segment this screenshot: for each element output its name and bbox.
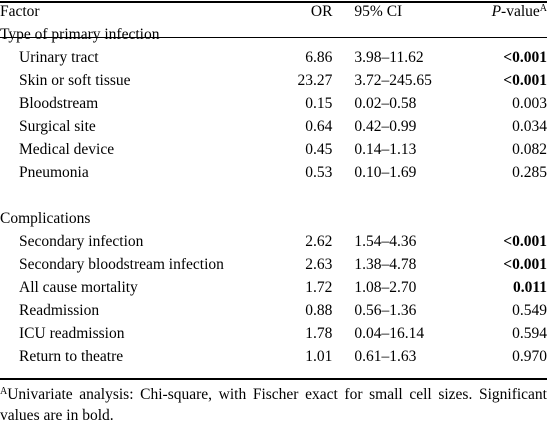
row-or: 1.78 bbox=[305, 325, 333, 342]
section-gap bbox=[0, 184, 547, 207]
section-title: Complications bbox=[0, 210, 91, 227]
header-p-value: P-valueA bbox=[465, 0, 547, 23]
row-or: 0.45 bbox=[305, 141, 333, 158]
footnote-sup: A bbox=[0, 386, 8, 397]
row-p-value: 0.034 bbox=[512, 118, 547, 135]
row-p-value: <0.001 bbox=[503, 49, 547, 66]
table-row: Medical device 0.45 0.14–1.13 0.082 bbox=[0, 138, 547, 161]
header-p-sup: A bbox=[539, 3, 547, 14]
row-p-value: 0.594 bbox=[512, 325, 547, 342]
row-p-value: 0.082 bbox=[512, 141, 547, 158]
header-or: OR bbox=[310, 3, 333, 20]
table-header-row: Factor OR 95% CI P-valueA bbox=[0, 0, 547, 23]
table-row: Urinary tract 6.86 3.98–11.62 <0.001 bbox=[0, 46, 547, 69]
row-factor: Readmission bbox=[19, 302, 100, 319]
row-or: 23.27 bbox=[297, 72, 333, 89]
table-row: Pneumonia 0.53 0.10–1.69 0.285 bbox=[0, 161, 547, 184]
row-ci: 1.54–4.36 bbox=[354, 233, 417, 250]
row-ci: 0.42–0.99 bbox=[354, 118, 417, 135]
row-ci: 0.14–1.13 bbox=[354, 141, 417, 158]
table-row: ICU readmission 1.78 0.04–16.14 0.594 bbox=[0, 322, 547, 345]
row-factor: All cause mortality bbox=[19, 279, 138, 296]
row-ci: 0.02–0.58 bbox=[354, 95, 417, 112]
header-rule bbox=[0, 37, 547, 38]
row-factor: Return to theatre bbox=[19, 348, 124, 365]
header-p-suffix: -value bbox=[501, 3, 540, 20]
row-or: 0.53 bbox=[305, 164, 333, 181]
row-ci: 0.10–1.69 bbox=[354, 164, 417, 181]
row-ci: 3.72–245.65 bbox=[354, 72, 432, 89]
row-p-value: 0.549 bbox=[512, 302, 547, 319]
row-ci: 1.38–4.78 bbox=[354, 256, 417, 273]
row-factor: Secondary bloodstream infection bbox=[19, 256, 224, 273]
header-ci: 95% CI bbox=[354, 3, 403, 20]
row-p-value: <0.001 bbox=[503, 233, 547, 250]
row-or: 1.01 bbox=[305, 348, 333, 365]
row-factor: Medical device bbox=[19, 141, 115, 158]
table-row: All cause mortality 1.72 1.08–2.70 0.011 bbox=[0, 276, 547, 299]
section-header-row: Complications bbox=[0, 207, 547, 230]
row-p-value: <0.001 bbox=[503, 72, 547, 89]
row-or: 1.72 bbox=[305, 279, 333, 296]
row-ci: 0.56–1.36 bbox=[354, 302, 417, 319]
section-header-row: Type of primary infection bbox=[0, 23, 547, 46]
row-p-value: <0.001 bbox=[503, 256, 547, 273]
table-row: Readmission 0.88 0.56–1.36 0.549 bbox=[0, 299, 547, 322]
row-factor: ICU readmission bbox=[19, 325, 125, 342]
bottom-rule bbox=[0, 378, 547, 380]
section-title: Type of primary infection bbox=[0, 26, 160, 43]
table-row: Bloodstream 0.15 0.02–0.58 0.003 bbox=[0, 92, 547, 115]
results-table: Factor OR 95% CI P-valueA Type of primar… bbox=[0, 0, 547, 368]
row-p-value: 0.285 bbox=[512, 164, 547, 181]
row-or: 2.62 bbox=[305, 233, 333, 250]
table-row: Surgical site 0.64 0.42–0.99 0.034 bbox=[0, 115, 547, 138]
row-or: 0.64 bbox=[305, 118, 333, 135]
row-ci: 3.98–11.62 bbox=[354, 49, 424, 66]
row-p-value: 0.003 bbox=[512, 95, 547, 112]
table-row: Secondary infection 2.62 1.54–4.36 <0.001 bbox=[0, 230, 547, 253]
header-factor: Factor bbox=[0, 3, 40, 20]
row-or: 0.88 bbox=[305, 302, 333, 319]
row-factor: Surgical site bbox=[19, 118, 96, 135]
row-ci: 0.04–16.14 bbox=[354, 325, 425, 342]
table-footnote: AUnivariate analysis: Chi-square, with F… bbox=[0, 384, 547, 426]
table-row: Skin or soft tissue 23.27 3.72–245.65 <0.00… bbox=[0, 69, 547, 92]
row-or: 6.86 bbox=[305, 49, 333, 66]
row-p-value: 0.970 bbox=[512, 348, 547, 365]
header-p-italic: P bbox=[491, 3, 502, 20]
table-row: Secondary bloodstream infection 2.63 1.38–… bbox=[0, 253, 547, 276]
top-rule bbox=[0, 1, 547, 3]
row-or: 0.15 bbox=[305, 95, 333, 112]
row-factor: Bloodstream bbox=[19, 95, 99, 112]
row-or: 2.63 bbox=[305, 256, 333, 273]
row-ci: 0.61–1.63 bbox=[354, 348, 417, 365]
row-p-value: 0.011 bbox=[512, 279, 547, 296]
row-factor: Secondary infection bbox=[19, 233, 144, 250]
footnote-text: Univariate analysis: Chi-square, with Fi… bbox=[0, 386, 547, 424]
row-ci: 1.08–2.70 bbox=[354, 279, 417, 296]
row-factor: Urinary tract bbox=[19, 49, 99, 66]
table-row: Return to theatre 1.01 0.61–1.63 0.970 bbox=[0, 345, 547, 368]
row-factor: Skin or soft tissue bbox=[19, 72, 131, 89]
row-factor: Pneumonia bbox=[19, 164, 89, 181]
